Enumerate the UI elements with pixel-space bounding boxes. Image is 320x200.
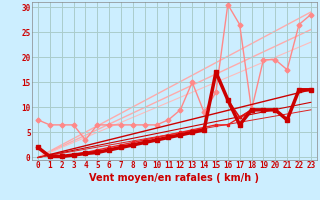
X-axis label: Vent moyen/en rafales ( km/h ): Vent moyen/en rafales ( km/h )	[89, 173, 260, 183]
